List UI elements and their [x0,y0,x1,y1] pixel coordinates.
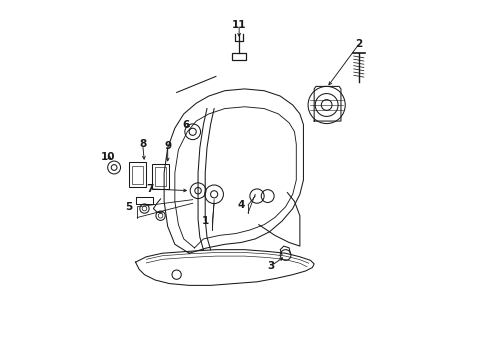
Text: 11: 11 [231,19,246,30]
Text: 2: 2 [354,39,362,49]
Text: 7: 7 [146,184,153,194]
Text: 9: 9 [164,141,171,151]
Text: 1: 1 [201,216,208,226]
Text: 8: 8 [139,139,146,149]
Text: 4: 4 [237,200,244,210]
Bar [155,167,166,185]
Text: 5: 5 [124,202,132,212]
Bar [132,166,142,184]
Text: 10: 10 [101,152,115,162]
Bar [232,53,245,60]
Text: 3: 3 [267,261,274,271]
Text: 6: 6 [182,120,189,130]
